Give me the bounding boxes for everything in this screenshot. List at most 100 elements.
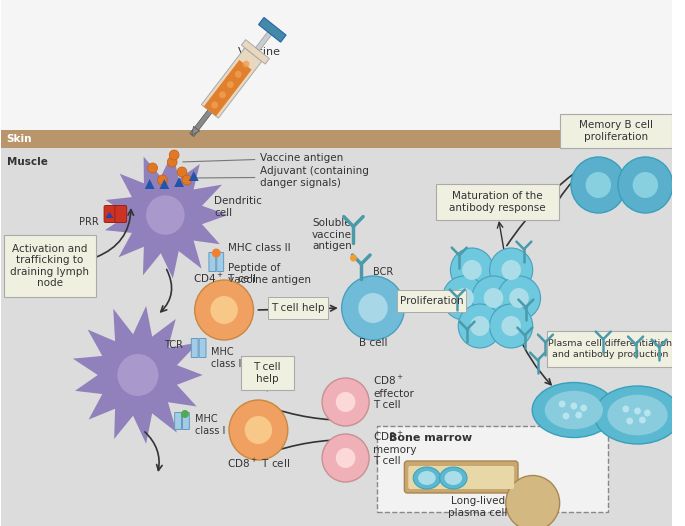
Circle shape: [639, 417, 646, 423]
Circle shape: [644, 410, 651, 417]
Circle shape: [472, 276, 515, 320]
Ellipse shape: [506, 476, 560, 526]
Circle shape: [470, 316, 490, 336]
Polygon shape: [256, 32, 271, 50]
Text: T cell
help: T cell help: [253, 362, 281, 384]
Circle shape: [336, 448, 356, 468]
Text: CD8$^+$ T cell: CD8$^+$ T cell: [227, 457, 290, 470]
FancyBboxPatch shape: [240, 356, 294, 390]
Circle shape: [235, 71, 242, 78]
FancyBboxPatch shape: [182, 412, 189, 430]
Text: Plasma cell differentiation
and antibody production: Plasma cell differentiation and antibody…: [548, 339, 672, 359]
Circle shape: [158, 175, 167, 185]
Text: Long-lived
plasma cell: Long-lived plasma cell: [448, 496, 508, 518]
Text: Adjuvant (containing
danger signals): Adjuvant (containing danger signals): [197, 166, 369, 188]
Text: CD4$^+$ T cell: CD4$^+$ T cell: [192, 271, 256, 285]
Circle shape: [229, 400, 288, 460]
Polygon shape: [145, 179, 155, 189]
Ellipse shape: [545, 391, 603, 429]
Text: MHC
class II: MHC class II: [212, 347, 245, 369]
Text: PRR: PRR: [79, 217, 99, 227]
FancyBboxPatch shape: [3, 235, 96, 297]
Circle shape: [586, 172, 611, 198]
Circle shape: [497, 276, 540, 320]
FancyBboxPatch shape: [268, 297, 328, 319]
Circle shape: [350, 255, 357, 261]
Circle shape: [509, 288, 529, 308]
Text: Dendritic
cell: Dendritic cell: [214, 196, 262, 218]
Circle shape: [148, 163, 158, 173]
Circle shape: [633, 172, 658, 198]
Text: Memory B cell
proliferation: Memory B cell proliferation: [579, 120, 653, 142]
FancyBboxPatch shape: [199, 339, 206, 358]
Ellipse shape: [413, 467, 440, 489]
Circle shape: [462, 260, 482, 280]
Text: Proliferation: Proliferation: [400, 296, 464, 306]
Polygon shape: [105, 212, 114, 218]
Text: Bone marrow: Bone marrow: [388, 433, 472, 443]
Circle shape: [177, 167, 187, 177]
FancyBboxPatch shape: [408, 466, 514, 489]
Ellipse shape: [532, 382, 616, 438]
Polygon shape: [241, 39, 269, 64]
Circle shape: [458, 304, 501, 348]
Circle shape: [501, 260, 521, 280]
Circle shape: [245, 416, 272, 444]
Circle shape: [169, 150, 179, 160]
Circle shape: [182, 175, 192, 185]
Ellipse shape: [418, 471, 436, 485]
Circle shape: [358, 293, 388, 323]
Polygon shape: [192, 126, 200, 135]
Circle shape: [443, 276, 486, 320]
Text: Activation and
trafficking to
draining lymph
node: Activation and trafficking to draining l…: [10, 244, 89, 288]
FancyBboxPatch shape: [115, 206, 127, 222]
FancyBboxPatch shape: [436, 184, 559, 220]
FancyBboxPatch shape: [216, 252, 223, 271]
Circle shape: [167, 157, 177, 167]
Ellipse shape: [608, 394, 668, 436]
FancyBboxPatch shape: [404, 461, 518, 493]
FancyBboxPatch shape: [560, 114, 672, 148]
Polygon shape: [203, 60, 251, 116]
Ellipse shape: [595, 386, 681, 444]
Circle shape: [342, 276, 404, 340]
FancyBboxPatch shape: [377, 426, 608, 512]
Text: Soluble
vaccine
antigen: Soluble vaccine antigen: [312, 218, 352, 251]
Circle shape: [575, 411, 582, 419]
Text: Vaccine antigen: Vaccine antigen: [183, 153, 344, 163]
Circle shape: [195, 280, 253, 340]
Text: BCR: BCR: [373, 267, 393, 277]
Bar: [1, 0, 672, 130]
Circle shape: [580, 404, 587, 411]
Polygon shape: [190, 110, 212, 137]
Text: Maturation of the
antibody response: Maturation of the antibody response: [449, 191, 546, 213]
Circle shape: [210, 296, 238, 324]
Text: Peptide of
vaccine antigen: Peptide of vaccine antigen: [228, 263, 311, 285]
Text: T cell help: T cell help: [271, 303, 325, 313]
FancyBboxPatch shape: [104, 206, 116, 222]
Text: Skin: Skin: [7, 134, 32, 144]
Polygon shape: [258, 17, 286, 42]
Polygon shape: [201, 48, 262, 118]
Circle shape: [451, 248, 493, 292]
Text: CD8$^+$
memory
T cell: CD8$^+$ memory T cell: [373, 430, 416, 466]
Polygon shape: [160, 179, 169, 189]
FancyBboxPatch shape: [547, 331, 672, 367]
Circle shape: [623, 406, 630, 412]
Circle shape: [117, 354, 158, 396]
Circle shape: [322, 378, 369, 426]
Text: MHC
class I: MHC class I: [195, 414, 225, 436]
Polygon shape: [73, 306, 203, 444]
Circle shape: [484, 288, 503, 308]
Polygon shape: [174, 177, 184, 187]
Circle shape: [490, 248, 533, 292]
Text: TCR: TCR: [164, 340, 183, 350]
Text: Vaccine: Vaccine: [238, 47, 281, 57]
Bar: [1, 130, 672, 526]
Circle shape: [212, 248, 221, 258]
Circle shape: [227, 81, 234, 88]
Polygon shape: [189, 171, 199, 181]
FancyBboxPatch shape: [191, 339, 198, 358]
Circle shape: [454, 288, 474, 308]
FancyBboxPatch shape: [175, 412, 182, 430]
